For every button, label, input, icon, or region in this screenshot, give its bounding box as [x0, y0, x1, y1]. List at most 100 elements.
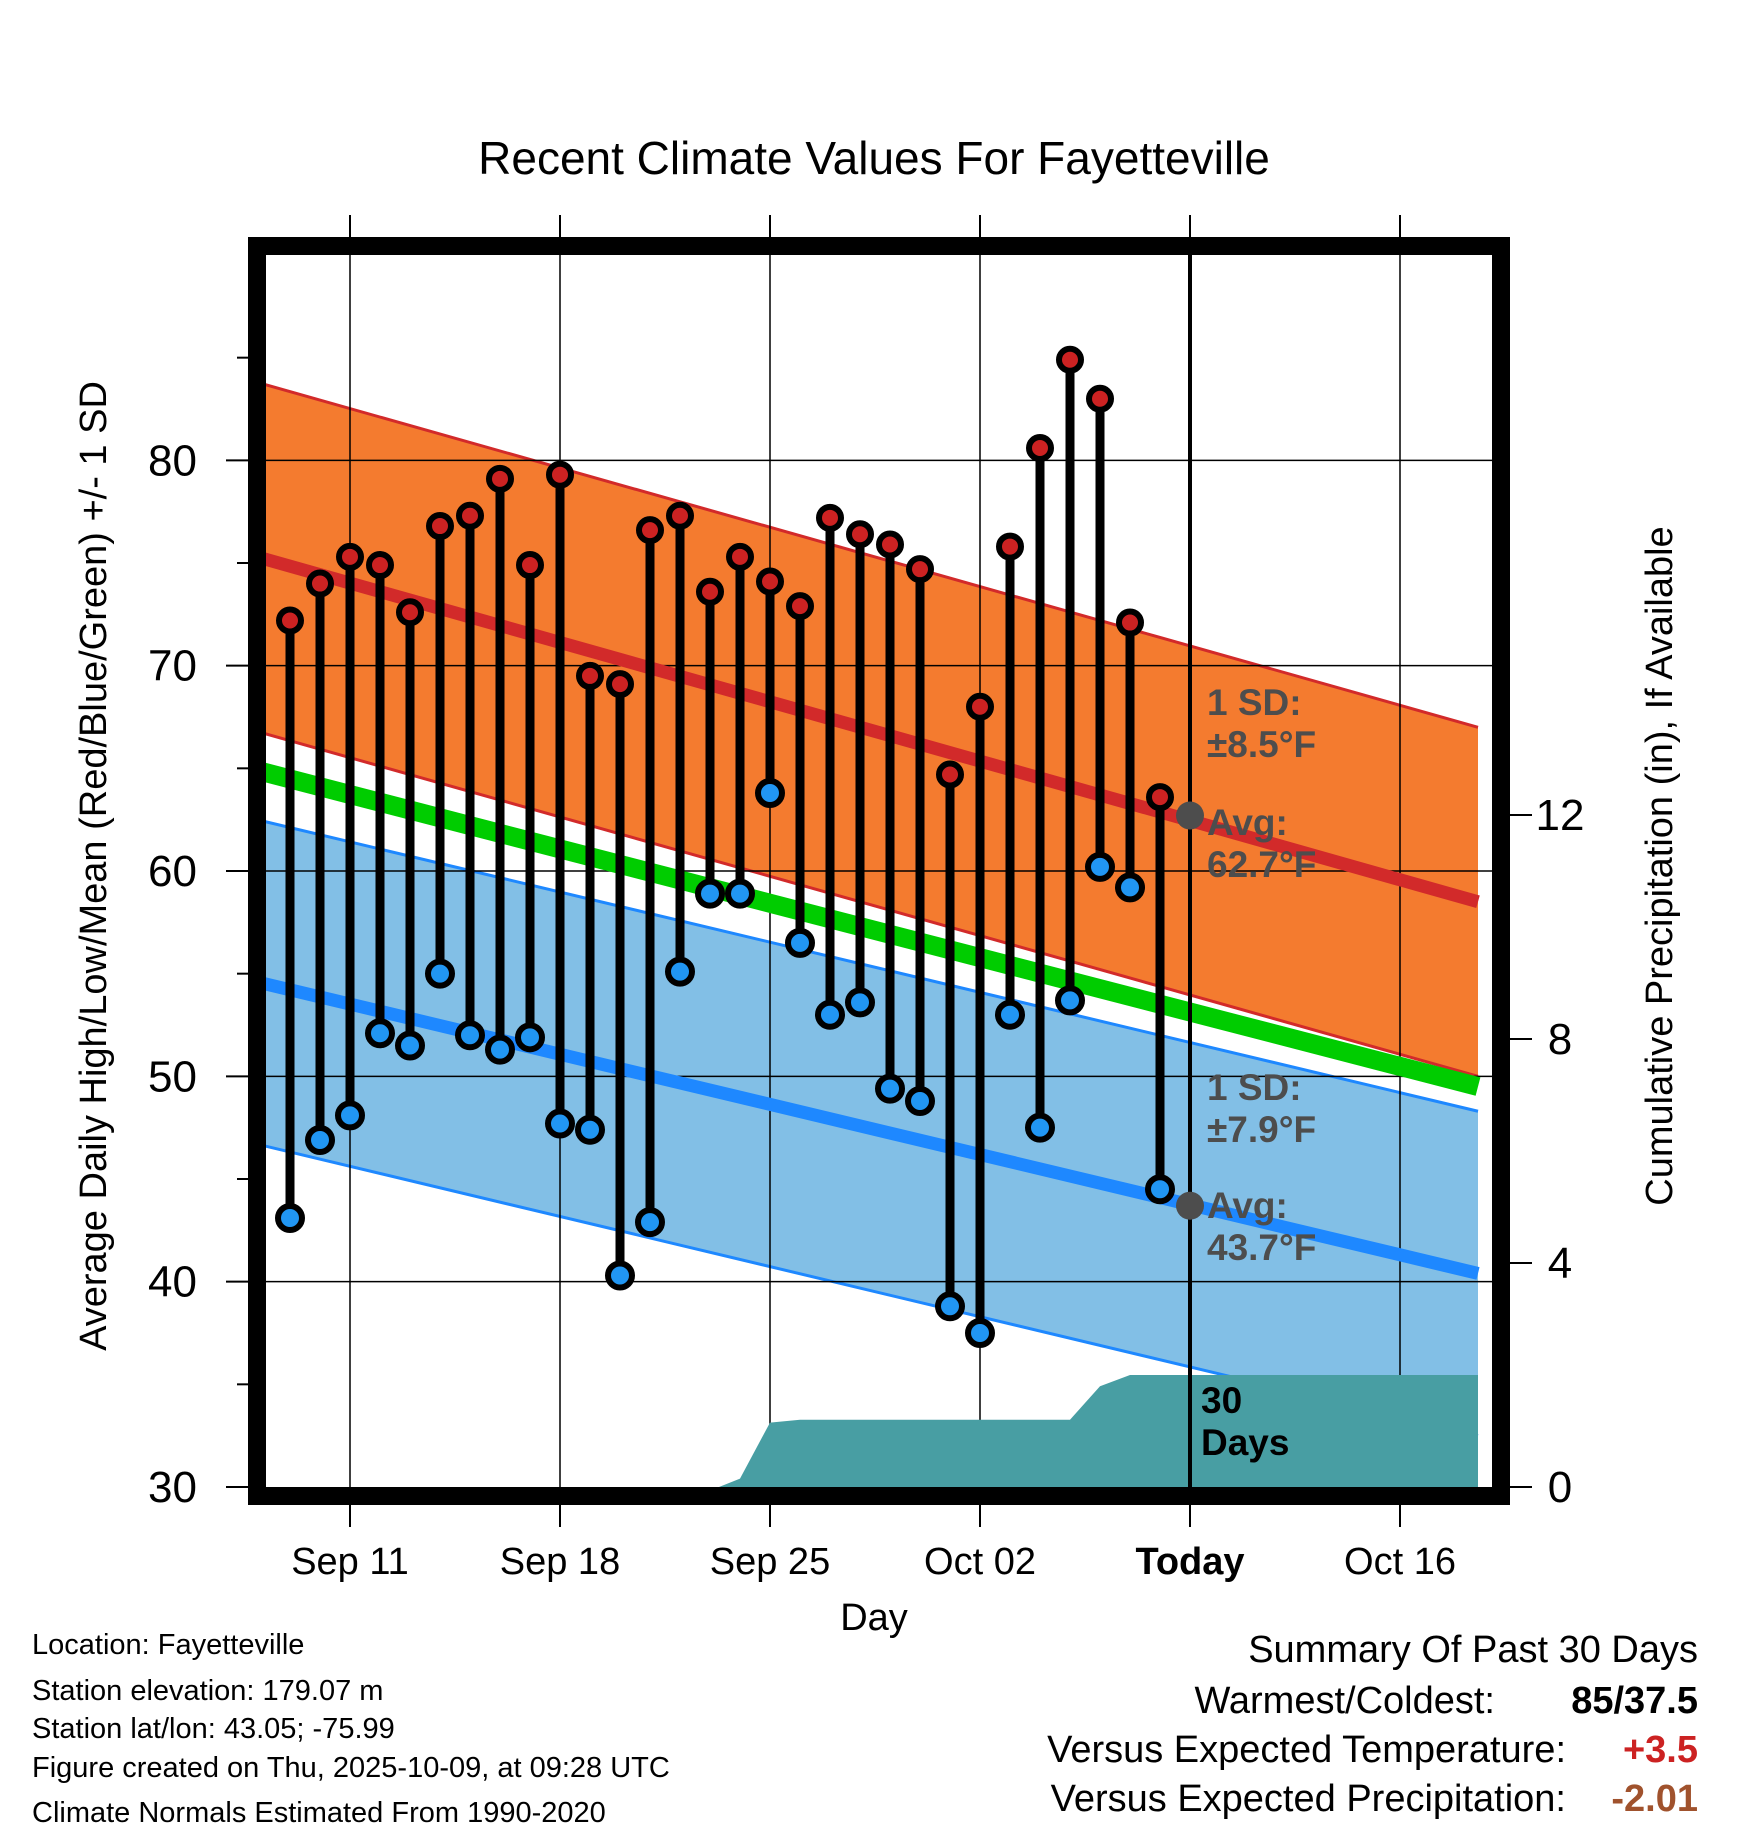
daily-low-point — [1085, 851, 1115, 882]
y-tick-label-50: 50 — [148, 1052, 197, 1101]
daily-high-point — [696, 577, 724, 606]
daily-low-point — [695, 878, 725, 909]
daily-low-point — [455, 1020, 485, 1051]
daily-high-point — [546, 460, 574, 489]
low-sd-label: 1 SD: — [1207, 1067, 1302, 1108]
x-axis-label: Day — [840, 1597, 908, 1639]
y-tick-label-30: 30 — [148, 1463, 197, 1512]
daily-high-point — [1146, 783, 1174, 812]
daily-high-point — [636, 516, 664, 545]
normal-low-band-upper-edge — [266, 820, 1479, 1113]
plot-frame — [248, 237, 1510, 1505]
daily-high-point — [396, 598, 424, 627]
daily-high-point — [846, 520, 874, 549]
x-tick-label-sep-25: Sep 25 — [710, 1541, 830, 1583]
y-tick-label-70: 70 — [148, 642, 197, 691]
daily-high-point — [816, 503, 844, 532]
info-elevation: Station elevation: 179.07 m — [32, 1675, 383, 1707]
daily-low-point — [815, 999, 845, 1030]
daily-high-point — [606, 670, 634, 699]
daily-high-point — [426, 512, 454, 541]
summary-warmest-value: 85/37.5 — [1571, 1680, 1698, 1722]
y-tick-label-80: 80 — [148, 436, 197, 485]
precip-period-label-2: Days — [1201, 1422, 1289, 1463]
daily-high-point — [906, 555, 934, 584]
x-tick-label-oct-02: Oct 02 — [924, 1541, 1036, 1583]
daily-high-point — [966, 692, 994, 721]
daily-low-point — [575, 1114, 605, 1145]
daily-high-point — [756, 567, 784, 596]
y2-axis-label: Cumulative Precipitation (in), If Availa… — [1639, 526, 1681, 1205]
daily-low-point — [1025, 1112, 1055, 1143]
low-avg-label: Avg: — [1207, 1185, 1288, 1226]
daily-low-point — [845, 987, 875, 1018]
high-avg-label: Avg: — [1207, 802, 1288, 843]
today-avg-high-marker — [1176, 801, 1204, 830]
daily-high-point — [786, 592, 814, 621]
daily-high-point — [306, 569, 334, 598]
normal-high-band-upper-edge — [266, 383, 1479, 729]
daily-high-point — [666, 501, 694, 530]
daily-high-point — [486, 464, 514, 493]
info-created: Figure created on Thu, 2025-10-09, at 09… — [32, 1752, 670, 1784]
precip-period-label-1: 30 — [1201, 1380, 1242, 1421]
daily-low-point — [1145, 1174, 1175, 1205]
summary-title: Summary Of Past 30 Days — [1248, 1629, 1698, 1671]
precipitation-area — [719, 1375, 1478, 1487]
info-location: Location: Fayetteville — [32, 1629, 304, 1661]
daily-high-point — [1056, 345, 1084, 374]
info-normals: Climate Normals Estimated From 1990-2020 — [32, 1797, 606, 1828]
y-tick-label-40: 40 — [148, 1258, 197, 1307]
daily-low-point — [725, 878, 755, 909]
chart-title: Recent Climate Values For Fayetteville — [478, 132, 1270, 184]
daily-high-point — [456, 501, 484, 530]
daily-low-point — [935, 1291, 965, 1322]
daily-low-point — [635, 1207, 665, 1238]
daily-low-point — [365, 1018, 395, 1049]
daily-low-point — [1115, 872, 1145, 903]
high-avg-value: 62.7°F — [1207, 844, 1316, 885]
daily-low-point — [605, 1260, 635, 1291]
daily-high-point — [366, 551, 394, 580]
daily-high-point — [1116, 608, 1144, 637]
high-sd-label: 1 SD: — [1207, 682, 1302, 723]
daily-high-point — [1026, 434, 1054, 463]
daily-low-point — [395, 1030, 425, 1061]
daily-high-point — [1086, 384, 1114, 413]
daily-low-point — [515, 1022, 545, 1053]
daily-high-point — [936, 760, 964, 789]
summary-precip-label: Versus Expected Precipitation: — [1051, 1778, 1566, 1820]
daily-low-point — [485, 1034, 515, 1065]
high-sd-value: ±8.5°F — [1207, 724, 1316, 765]
y-tick-label-60: 60 — [148, 847, 197, 896]
daily-low-point — [875, 1073, 905, 1104]
x-tick-label-sep-11: Sep 11 — [291, 1541, 409, 1583]
y2-tick-label-8: 8 — [1548, 1015, 1572, 1064]
daily-low-point — [425, 958, 455, 989]
daily-high-point — [516, 551, 544, 580]
daily-low-point — [335, 1100, 365, 1131]
daily-low-point — [305, 1124, 335, 1155]
daily-high-point — [996, 532, 1024, 561]
daily-low-point — [995, 999, 1025, 1030]
daily-high-point — [276, 606, 304, 635]
normal-high-line — [266, 552, 1480, 909]
summary-precip-value: -2.01 — [1611, 1778, 1698, 1820]
daily-high-point — [336, 542, 364, 571]
x-tick-label-oct-16: Oct 16 — [1344, 1541, 1456, 1583]
daily-low-point — [665, 956, 695, 987]
today-avg-low-marker — [1176, 1191, 1204, 1220]
low-sd-value: ±7.9°F — [1207, 1109, 1316, 1150]
x-tick-label-today: Today — [1135, 1541, 1244, 1583]
normal-mean-line — [266, 762, 1481, 1096]
daily-high-point — [726, 542, 754, 571]
y2-tick-label-0: 0 — [1548, 1463, 1572, 1512]
x-tick-label-sep-18: Sep 18 — [500, 1541, 620, 1583]
summary-warmest-label: Warmest/Coldest: — [1194, 1680, 1495, 1722]
daily-low-point — [275, 1203, 305, 1234]
daily-high-point — [876, 530, 904, 559]
daily-low-point — [545, 1108, 575, 1139]
y-axis-label: Average Daily High/Low/Mean (Red/Blue/Gr… — [73, 381, 115, 1351]
summary-temp-label: Versus Expected Temperature: — [1047, 1729, 1566, 1771]
